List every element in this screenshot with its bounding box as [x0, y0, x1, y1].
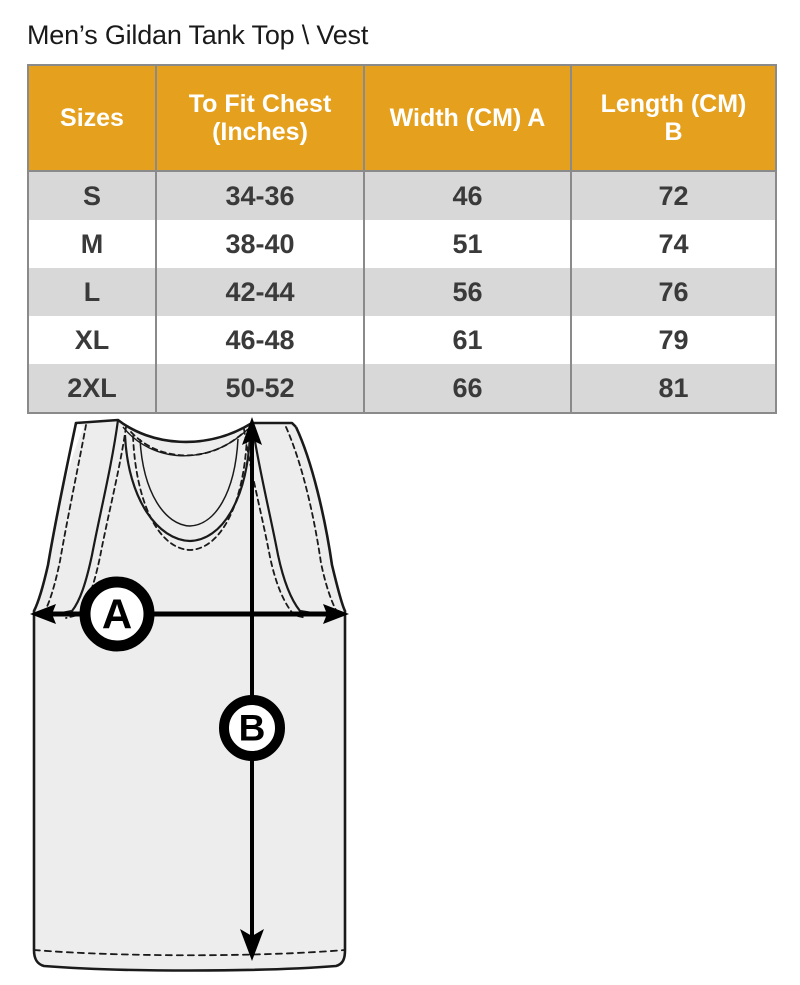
marker-a-label: A [102, 591, 132, 638]
stitch-bottom-hem [33, 949, 346, 957]
size-chart-table: Sizes To Fit Chest (Inches) Width (CM) A… [27, 64, 777, 414]
cell-width: 56 [364, 268, 572, 316]
cell-size: S [27, 171, 157, 220]
measurement-marker-a: A [79, 576, 155, 652]
cell-chest: 46-48 [156, 316, 365, 364]
column-header-chest: To Fit Chest (Inches) [156, 64, 365, 172]
measurement-b-arrowhead-bottom [240, 929, 264, 961]
cell-size: M [27, 220, 157, 268]
table-header-row: Sizes To Fit Chest (Inches) Width (CM) A… [27, 64, 777, 172]
stitch-right-armhole [243, 428, 307, 619]
garment-body-shape [34, 420, 345, 970]
cell-length: 76 [571, 268, 777, 316]
marker-b-circle [219, 695, 285, 761]
measurement-arrow-b [240, 417, 264, 961]
cell-chest: 50-52 [156, 364, 365, 414]
cell-chest: 34-36 [156, 171, 365, 220]
table-row: 2XL 50-52 66 81 [27, 364, 777, 414]
column-header-length-line1: Length (CM) [600, 90, 747, 118]
garment-neck-rib-inner [139, 438, 239, 527]
measurement-a-arrowhead-left [30, 604, 56, 624]
stitch-right-strap-outer [285, 426, 338, 613]
garment-neck-opening [123, 434, 252, 543]
stitch-neck-scoop [132, 435, 248, 551]
cell-size: XL [27, 316, 157, 364]
table-row: M 38-40 51 74 [27, 220, 777, 268]
column-header-sizes: Sizes [27, 64, 157, 172]
garment-left-outline [32, 422, 78, 950]
measurement-marker-b: B [219, 695, 285, 761]
marker-a-circle [79, 576, 155, 652]
stitch-neckline-outer [130, 431, 244, 457]
garment-neckline-outer [117, 418, 253, 444]
column-header-sizes-line1: Sizes [60, 104, 124, 132]
table-row: L 42-44 56 76 [27, 268, 777, 316]
cell-size: L [27, 268, 157, 316]
cell-width: 61 [364, 316, 572, 364]
table-row: XL 46-48 61 79 [27, 316, 777, 364]
cell-length: 81 [571, 364, 777, 414]
garment-bottom-hem-edge [32, 949, 347, 972]
cell-length: 79 [571, 316, 777, 364]
garment-right-outline [294, 426, 347, 950]
page-title: Men’s Gildan Tank Top \ Vest [27, 20, 369, 50]
cell-width: 46 [364, 171, 572, 220]
column-header-width: Width (CM) A [364, 64, 572, 172]
cell-chest: 38-40 [156, 220, 365, 268]
column-header-width-line1: Width (CM) A [389, 104, 546, 132]
table-row: S 34-36 46 72 [27, 171, 777, 220]
garment-left-armhole [61, 419, 120, 615]
garment-right-shoulder-edge [252, 421, 297, 428]
cell-size: 2XL [27, 364, 157, 414]
garment-diagram: A B [0, 405, 420, 985]
stitch-left-strap-outer [44, 424, 87, 612]
column-header-chest-line2: (Inches) [212, 118, 308, 146]
cell-chest: 42-44 [156, 268, 365, 316]
cell-length: 74 [571, 220, 777, 268]
tank-top-illustration [32, 418, 347, 972]
cell-width: 51 [364, 220, 572, 268]
measurement-a-arrowhead-right [323, 604, 349, 624]
cell-width: 66 [364, 364, 572, 414]
garment-left-shoulder-edge [74, 418, 120, 425]
size-chart-container: Sizes To Fit Chest (Inches) Width (CM) A… [27, 64, 777, 414]
garment-right-armhole [250, 422, 313, 615]
marker-b-label: B [239, 708, 266, 749]
measurement-b-arrowhead-top [242, 417, 262, 445]
column-header-length-line2: B [664, 118, 683, 146]
column-header-length: Length (CM) B [571, 64, 777, 172]
column-header-chest-line1: To Fit Chest [188, 90, 332, 118]
cell-length: 72 [571, 171, 777, 220]
